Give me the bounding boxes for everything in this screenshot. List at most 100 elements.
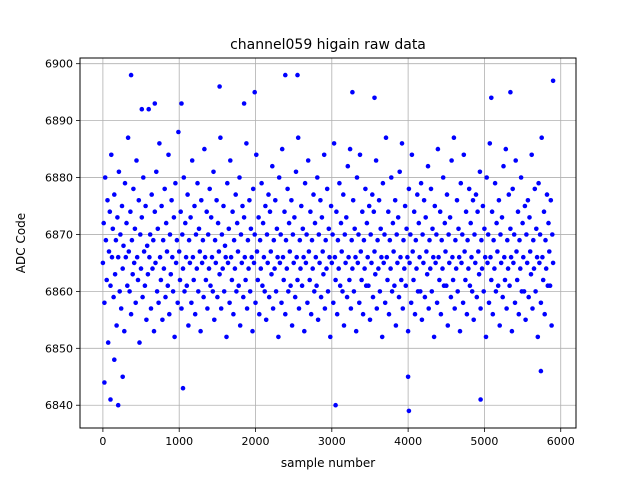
data-point	[383, 135, 389, 140]
data-point	[183, 254, 189, 260]
data-point	[270, 163, 275, 169]
data-point	[492, 180, 498, 186]
data-point	[144, 317, 149, 323]
data-point	[356, 232, 361, 237]
data-point	[370, 294, 376, 300]
data-point	[340, 289, 345, 294]
data-point	[198, 328, 203, 334]
data-point	[254, 249, 260, 254]
data-point	[306, 249, 312, 254]
data-point	[394, 232, 400, 237]
data-point	[318, 198, 323, 203]
data-point	[420, 232, 425, 237]
data-point	[102, 175, 108, 180]
data-point	[433, 260, 438, 266]
data-point	[518, 266, 523, 271]
data-point	[401, 237, 406, 243]
data-point	[312, 220, 318, 226]
data-point	[529, 152, 534, 158]
data-point	[528, 272, 534, 277]
data-point	[301, 254, 306, 260]
data-point	[228, 254, 234, 260]
outlier-point	[295, 72, 300, 78]
data-point	[278, 232, 284, 237]
data-point	[196, 226, 202, 232]
outlier-point	[179, 101, 184, 106]
data-point	[133, 300, 138, 306]
data-point	[504, 306, 509, 311]
data-point	[143, 203, 148, 209]
outlier-point	[102, 380, 107, 385]
data-point	[321, 152, 327, 158]
data-point	[218, 306, 224, 311]
data-point	[453, 266, 459, 271]
data-point	[521, 289, 527, 294]
data-point	[219, 232, 225, 237]
data-point	[231, 311, 236, 317]
data-point	[266, 192, 271, 197]
data-point	[324, 266, 329, 271]
data-point	[503, 146, 509, 152]
data-point	[132, 226, 138, 232]
data-point	[135, 277, 141, 283]
y-tick-label: 6890	[45, 115, 73, 128]
data-point	[240, 203, 245, 209]
outlier-point	[241, 101, 247, 106]
data-point	[158, 277, 164, 283]
data-point	[286, 220, 292, 226]
data-point	[315, 317, 321, 323]
data-point	[437, 277, 442, 283]
data-point	[262, 289, 268, 294]
data-point	[366, 203, 372, 209]
y-tick-label: 6880	[45, 172, 73, 185]
data-point	[300, 226, 306, 232]
outlier-point	[406, 408, 412, 414]
data-point	[183, 220, 188, 226]
data-point	[213, 260, 219, 266]
data-point	[353, 254, 358, 260]
data-point	[393, 323, 399, 328]
data-point	[210, 289, 216, 294]
x-axis-label: sample number	[281, 456, 375, 470]
data-point	[398, 254, 403, 260]
data-point	[473, 260, 478, 266]
data-point	[366, 283, 371, 289]
data-point	[496, 198, 502, 203]
data-point	[392, 198, 398, 203]
data-point	[495, 283, 501, 289]
data-point	[512, 300, 518, 306]
data-point	[291, 260, 297, 266]
data-point	[540, 277, 546, 283]
data-point	[128, 311, 134, 317]
data-point	[537, 232, 543, 237]
data-point	[434, 232, 439, 237]
data-point	[148, 306, 154, 311]
data-point	[482, 254, 488, 260]
data-point	[127, 289, 132, 294]
data-point	[288, 283, 293, 289]
data-point	[539, 135, 544, 140]
y-tick-label: 6860	[45, 285, 73, 298]
data-point	[510, 186, 515, 192]
axis-ticks: 0 1000 2000 3000 4000 5000 6000 6840 6850 6860 687…	[45, 58, 575, 448]
data-point	[199, 198, 204, 203]
data-point	[479, 237, 484, 243]
data-point	[138, 266, 144, 271]
data-point	[192, 311, 198, 317]
data-point	[438, 311, 444, 317]
data-point	[322, 306, 328, 311]
data-point	[479, 266, 485, 271]
data-point	[534, 254, 540, 260]
data-point	[347, 277, 352, 283]
data-point	[412, 311, 418, 317]
data-point	[347, 146, 353, 152]
data-point	[323, 237, 329, 243]
data-point	[130, 272, 135, 277]
data-point	[521, 254, 526, 260]
data-point	[160, 317, 165, 323]
data-point	[400, 306, 406, 311]
data-point	[411, 277, 416, 283]
data-point	[495, 249, 500, 254]
data-point	[342, 232, 348, 237]
data-point	[416, 220, 422, 226]
